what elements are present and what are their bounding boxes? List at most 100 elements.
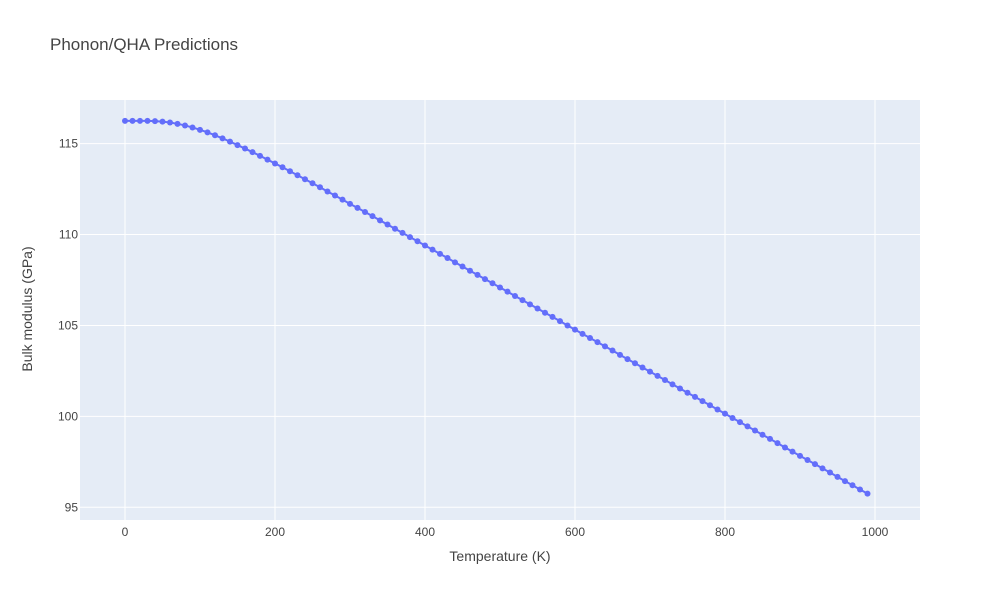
y-tick-label: 115 — [59, 137, 78, 151]
data-point — [579, 330, 586, 337]
data-point — [647, 368, 653, 375]
y-tick-label: 105 — [58, 318, 78, 332]
data-point — [392, 225, 398, 232]
data-point — [347, 200, 353, 207]
data-point — [519, 297, 526, 304]
x-axis-title: Temperature (K) — [449, 548, 550, 564]
x-tick-label: 400 — [415, 525, 435, 539]
tick-labels: 0 200 400 600 800 1000 95 100 105 110 115 — [58, 137, 889, 539]
data-point — [219, 135, 226, 142]
data-point — [302, 176, 308, 183]
data-point — [819, 465, 826, 472]
y-tick-label: 95 — [65, 500, 79, 514]
data-point — [474, 271, 481, 278]
data-point — [782, 444, 788, 451]
x-tick-label: 600 — [565, 525, 585, 539]
data-point — [564, 322, 571, 329]
x-tick-label: 200 — [265, 525, 285, 539]
data-point — [369, 213, 376, 220]
data-point — [197, 126, 203, 133]
data-point — [497, 284, 503, 291]
data-point — [504, 288, 511, 295]
data-point — [324, 188, 331, 195]
data-point — [137, 117, 143, 124]
data-point — [399, 229, 406, 236]
data-point — [152, 118, 158, 125]
data-point — [834, 473, 841, 480]
data-point — [759, 431, 766, 438]
data-point — [639, 364, 646, 371]
data-point — [864, 490, 871, 497]
data-point — [617, 351, 623, 358]
data-point — [699, 398, 706, 405]
data-point — [174, 120, 181, 127]
data-point — [542, 309, 548, 316]
y-tick-label: 100 — [58, 409, 78, 423]
data-point — [789, 448, 796, 455]
data-point — [654, 372, 661, 379]
chart-title: Phonon/QHA Predictions — [50, 35, 238, 54]
data-point — [129, 117, 136, 124]
data-point — [707, 402, 713, 409]
data-point — [534, 305, 541, 312]
data-point — [714, 406, 721, 413]
data-point — [354, 204, 361, 211]
plot-area — [80, 100, 920, 520]
data-point — [287, 168, 293, 175]
y-tick-label: 110 — [59, 228, 78, 242]
data-point — [422, 242, 428, 249]
data-point — [279, 164, 286, 171]
data-point — [212, 132, 218, 139]
data-point — [122, 117, 128, 124]
data-point — [489, 280, 496, 287]
data-point — [167, 119, 173, 126]
data-point — [189, 124, 196, 131]
data-point — [227, 138, 233, 145]
data-point — [729, 415, 736, 421]
data-point — [204, 129, 211, 136]
data-point — [452, 259, 458, 266]
data-point — [572, 326, 578, 333]
data-point — [767, 435, 773, 442]
data-point — [362, 209, 368, 215]
data-point — [407, 234, 413, 241]
data-point — [482, 276, 488, 283]
data-point — [309, 180, 316, 187]
data-point — [812, 461, 818, 468]
data-point — [797, 452, 803, 459]
data-point — [692, 393, 698, 400]
data-point — [774, 440, 781, 447]
data-point — [594, 339, 601, 346]
data-point — [437, 250, 443, 257]
x-tick-label: 800 — [715, 525, 735, 539]
data-point — [722, 410, 728, 417]
data-point — [294, 172, 301, 179]
data-point — [429, 246, 436, 253]
data-point — [384, 221, 391, 228]
data-point — [339, 196, 346, 203]
data-point — [234, 142, 241, 149]
data-point — [684, 389, 691, 396]
data-point — [632, 360, 638, 367]
data-point — [317, 184, 323, 191]
data-series — [122, 117, 871, 497]
data-point — [182, 122, 188, 129]
x-tick-label: 0 — [122, 525, 129, 539]
data-point — [264, 156, 271, 163]
data-point — [857, 486, 863, 493]
data-point — [842, 478, 848, 485]
data-point — [249, 149, 256, 156]
data-point — [159, 118, 166, 125]
x-tick-label: 1000 — [862, 525, 889, 539]
data-point — [467, 267, 473, 274]
data-point — [459, 263, 466, 270]
data-point — [242, 145, 248, 152]
y-axis-title: Bulk modulus (GPa) — [19, 246, 35, 371]
data-point — [662, 377, 668, 383]
data-point — [602, 343, 608, 350]
data-point — [744, 423, 751, 430]
data-point — [272, 160, 278, 167]
data-point — [527, 301, 533, 308]
